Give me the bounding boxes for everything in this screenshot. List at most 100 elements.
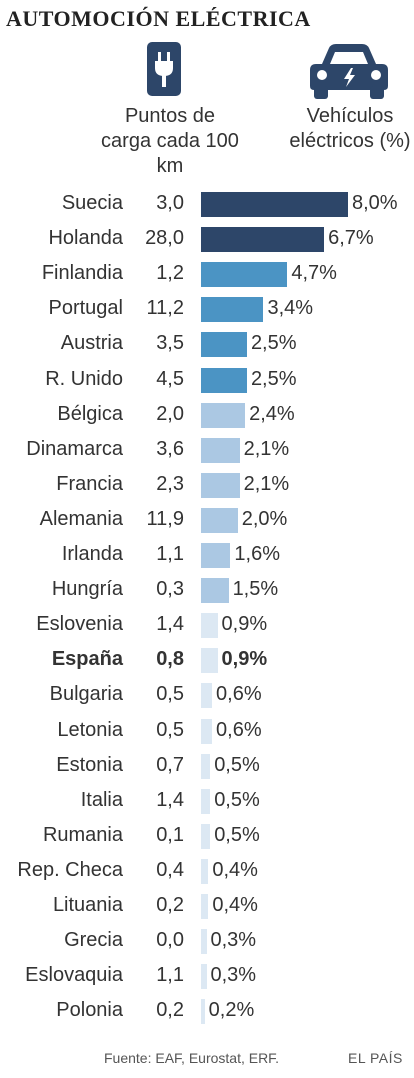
- charging-points-value: 0,2: [156, 999, 184, 1022]
- country-label: Italia: [80, 788, 123, 811]
- charging-points-value: 0,5: [156, 683, 184, 706]
- ev-share-bar: [201, 472, 240, 498]
- ev-share-bar: [201, 192, 348, 217]
- charging-points-value: 3,5: [156, 332, 184, 355]
- brand-logo: EL PAÍS: [348, 1050, 403, 1066]
- ev-share-label: 8,0%: [352, 192, 398, 214]
- ev-share-bar: [201, 823, 211, 849]
- country-label: Letonia: [57, 718, 123, 741]
- country-label: Finlandia: [41, 262, 123, 285]
- country-label: Suecia: [61, 192, 123, 214]
- chart-row: Polonia 0,2 0,2%: [0, 995, 414, 1030]
- ev-share-label: 0,4%: [212, 894, 258, 916]
- ev-share-label: 1,5%: [232, 578, 279, 601]
- ev-share-label: 0,5%: [214, 823, 260, 846]
- ev-share-bar: [201, 367, 247, 393]
- chart-row: Hungría 0,3 1,5%: [0, 574, 414, 609]
- chart-row: R. Unido 4,5 2,5%: [0, 364, 414, 399]
- ev-share-label: 0,2%: [208, 999, 255, 1022]
- car-icon: [310, 44, 388, 99]
- country-label: Polonia: [56, 999, 123, 1022]
- country-label: R. Unido: [45, 367, 123, 390]
- charging-points-value: 0,7: [156, 753, 184, 776]
- charging-points-value: 1,1: [156, 543, 184, 565]
- ev-share-label: 6,7%: [328, 227, 374, 250]
- chart-row: Grecia 0,0 0,3%: [0, 925, 414, 960]
- ev-share-bar: [201, 648, 218, 674]
- ev-share-label: 2,1%: [243, 472, 290, 495]
- charging-points-value: 1,4: [156, 613, 184, 636]
- ev-share-label: 0,3%: [210, 929, 257, 952]
- ev-share-label: 0,5%: [214, 788, 260, 811]
- ev-share-bar: [201, 402, 246, 428]
- country-label: Bélgica: [57, 402, 123, 425]
- ev-share-bar: [201, 543, 231, 568]
- charging-points-value: 0,4: [156, 858, 184, 881]
- chart-title: AUTOMOCIÓN ELÉCTRICA: [6, 6, 311, 31]
- ev-share-bar: [201, 578, 229, 604]
- ev-share-bar: [201, 332, 247, 358]
- ev-share-label: 2,5%: [250, 367, 297, 390]
- header-electric-vehicles: Vehículos eléctricos (%): [289, 105, 411, 152]
- ev-share-label: 0,6%: [216, 683, 262, 706]
- ev-share-bar: [201, 753, 211, 779]
- ev-share-bar: [201, 613, 218, 639]
- country-label: España: [51, 648, 123, 671]
- charging-points-value: 3,6: [156, 437, 184, 460]
- chart-row: Eslovaquia 1,1 0,3%: [0, 960, 414, 995]
- country-label: Eslovaquia: [25, 964, 123, 987]
- chart-row: Lituania 0,2 0,4%: [0, 890, 414, 925]
- charging-points-value: 2,3: [156, 472, 184, 495]
- ev-share-bar: [201, 262, 288, 288]
- source-note: Fuente: EAF, Eurostat, ERF.: [104, 1050, 280, 1066]
- ev-share-label: 2,1%: [243, 437, 290, 460]
- charging-points-value: 2,0: [156, 402, 184, 425]
- plug-icon: [147, 42, 181, 96]
- charging-points-value: 1,4: [156, 788, 184, 811]
- charging-points-value: 0,0: [156, 929, 184, 952]
- country-label: Grecia: [64, 929, 123, 952]
- ev-share-label: 0,3%: [210, 964, 257, 987]
- chart-row: Holanda 28,0 6,7%: [0, 223, 414, 258]
- chart-row: España 0,8 0,9%: [0, 644, 414, 679]
- ev-share-bar: [201, 718, 213, 744]
- ev-share-label: 0,4%: [212, 858, 258, 881]
- chart-row: Estonia 0,7 0,5%: [0, 750, 414, 785]
- chart-row: Eslovenia 1,4 0,9%: [0, 609, 414, 644]
- ev-share-bar: [201, 929, 207, 955]
- header-charging-points: Puntos de carga cada 100 km: [101, 105, 239, 177]
- country-label: Irlanda: [61, 543, 123, 565]
- chart-row: Austria 3,5 2,5%: [0, 328, 414, 363]
- charging-points-value: 3,0: [156, 192, 184, 214]
- ev-share-label: 0,9%: [221, 613, 268, 636]
- ev-share-label: 2,0%: [241, 507, 288, 530]
- chart-row: Portugal 11,2 3,4%: [0, 293, 414, 328]
- chart-row: Francia 2,3 2,1%: [0, 469, 414, 504]
- chart-row: Letonia 0,5 0,6%: [0, 715, 414, 750]
- chart-row: Rumania 0,1 0,5%: [0, 820, 414, 855]
- country-label: Rumania: [42, 823, 123, 846]
- chart-row: Italia 1,4 0,5%: [0, 785, 414, 820]
- ev-share-label: 4,7%: [291, 262, 337, 285]
- ev-share-label: 2,4%: [249, 402, 295, 425]
- ev-share-label: 3,4%: [267, 297, 314, 320]
- ev-share-bar: [201, 507, 238, 533]
- chart-row: Bélgica 2,0 2,4%: [0, 399, 414, 434]
- country-label: Francia: [56, 472, 123, 495]
- country-label: Dinamarca: [26, 437, 123, 460]
- country-label: Hungría: [51, 578, 123, 601]
- charging-points-value: 0,3: [156, 578, 184, 601]
- ev-share-label: 0,6%: [216, 718, 262, 741]
- chart-row: Alemania 11,9 2,0%: [0, 504, 414, 539]
- charging-points-value: 0,2: [156, 894, 184, 916]
- ev-share-bar: [201, 999, 205, 1025]
- ev-share-bar: [201, 683, 213, 709]
- country-label: Portugal: [48, 297, 124, 320]
- country-label: Rep. Checa: [17, 858, 123, 881]
- country-label: Bulgaria: [49, 683, 123, 706]
- ev-share-label: 1,6%: [234, 543, 280, 565]
- charging-points-value: 0,5: [156, 718, 184, 741]
- ev-share-label: 2,5%: [250, 332, 297, 355]
- charging-points-value: 0,8: [156, 648, 184, 671]
- chart-row: Irlanda 1,1 1,6%: [0, 539, 414, 574]
